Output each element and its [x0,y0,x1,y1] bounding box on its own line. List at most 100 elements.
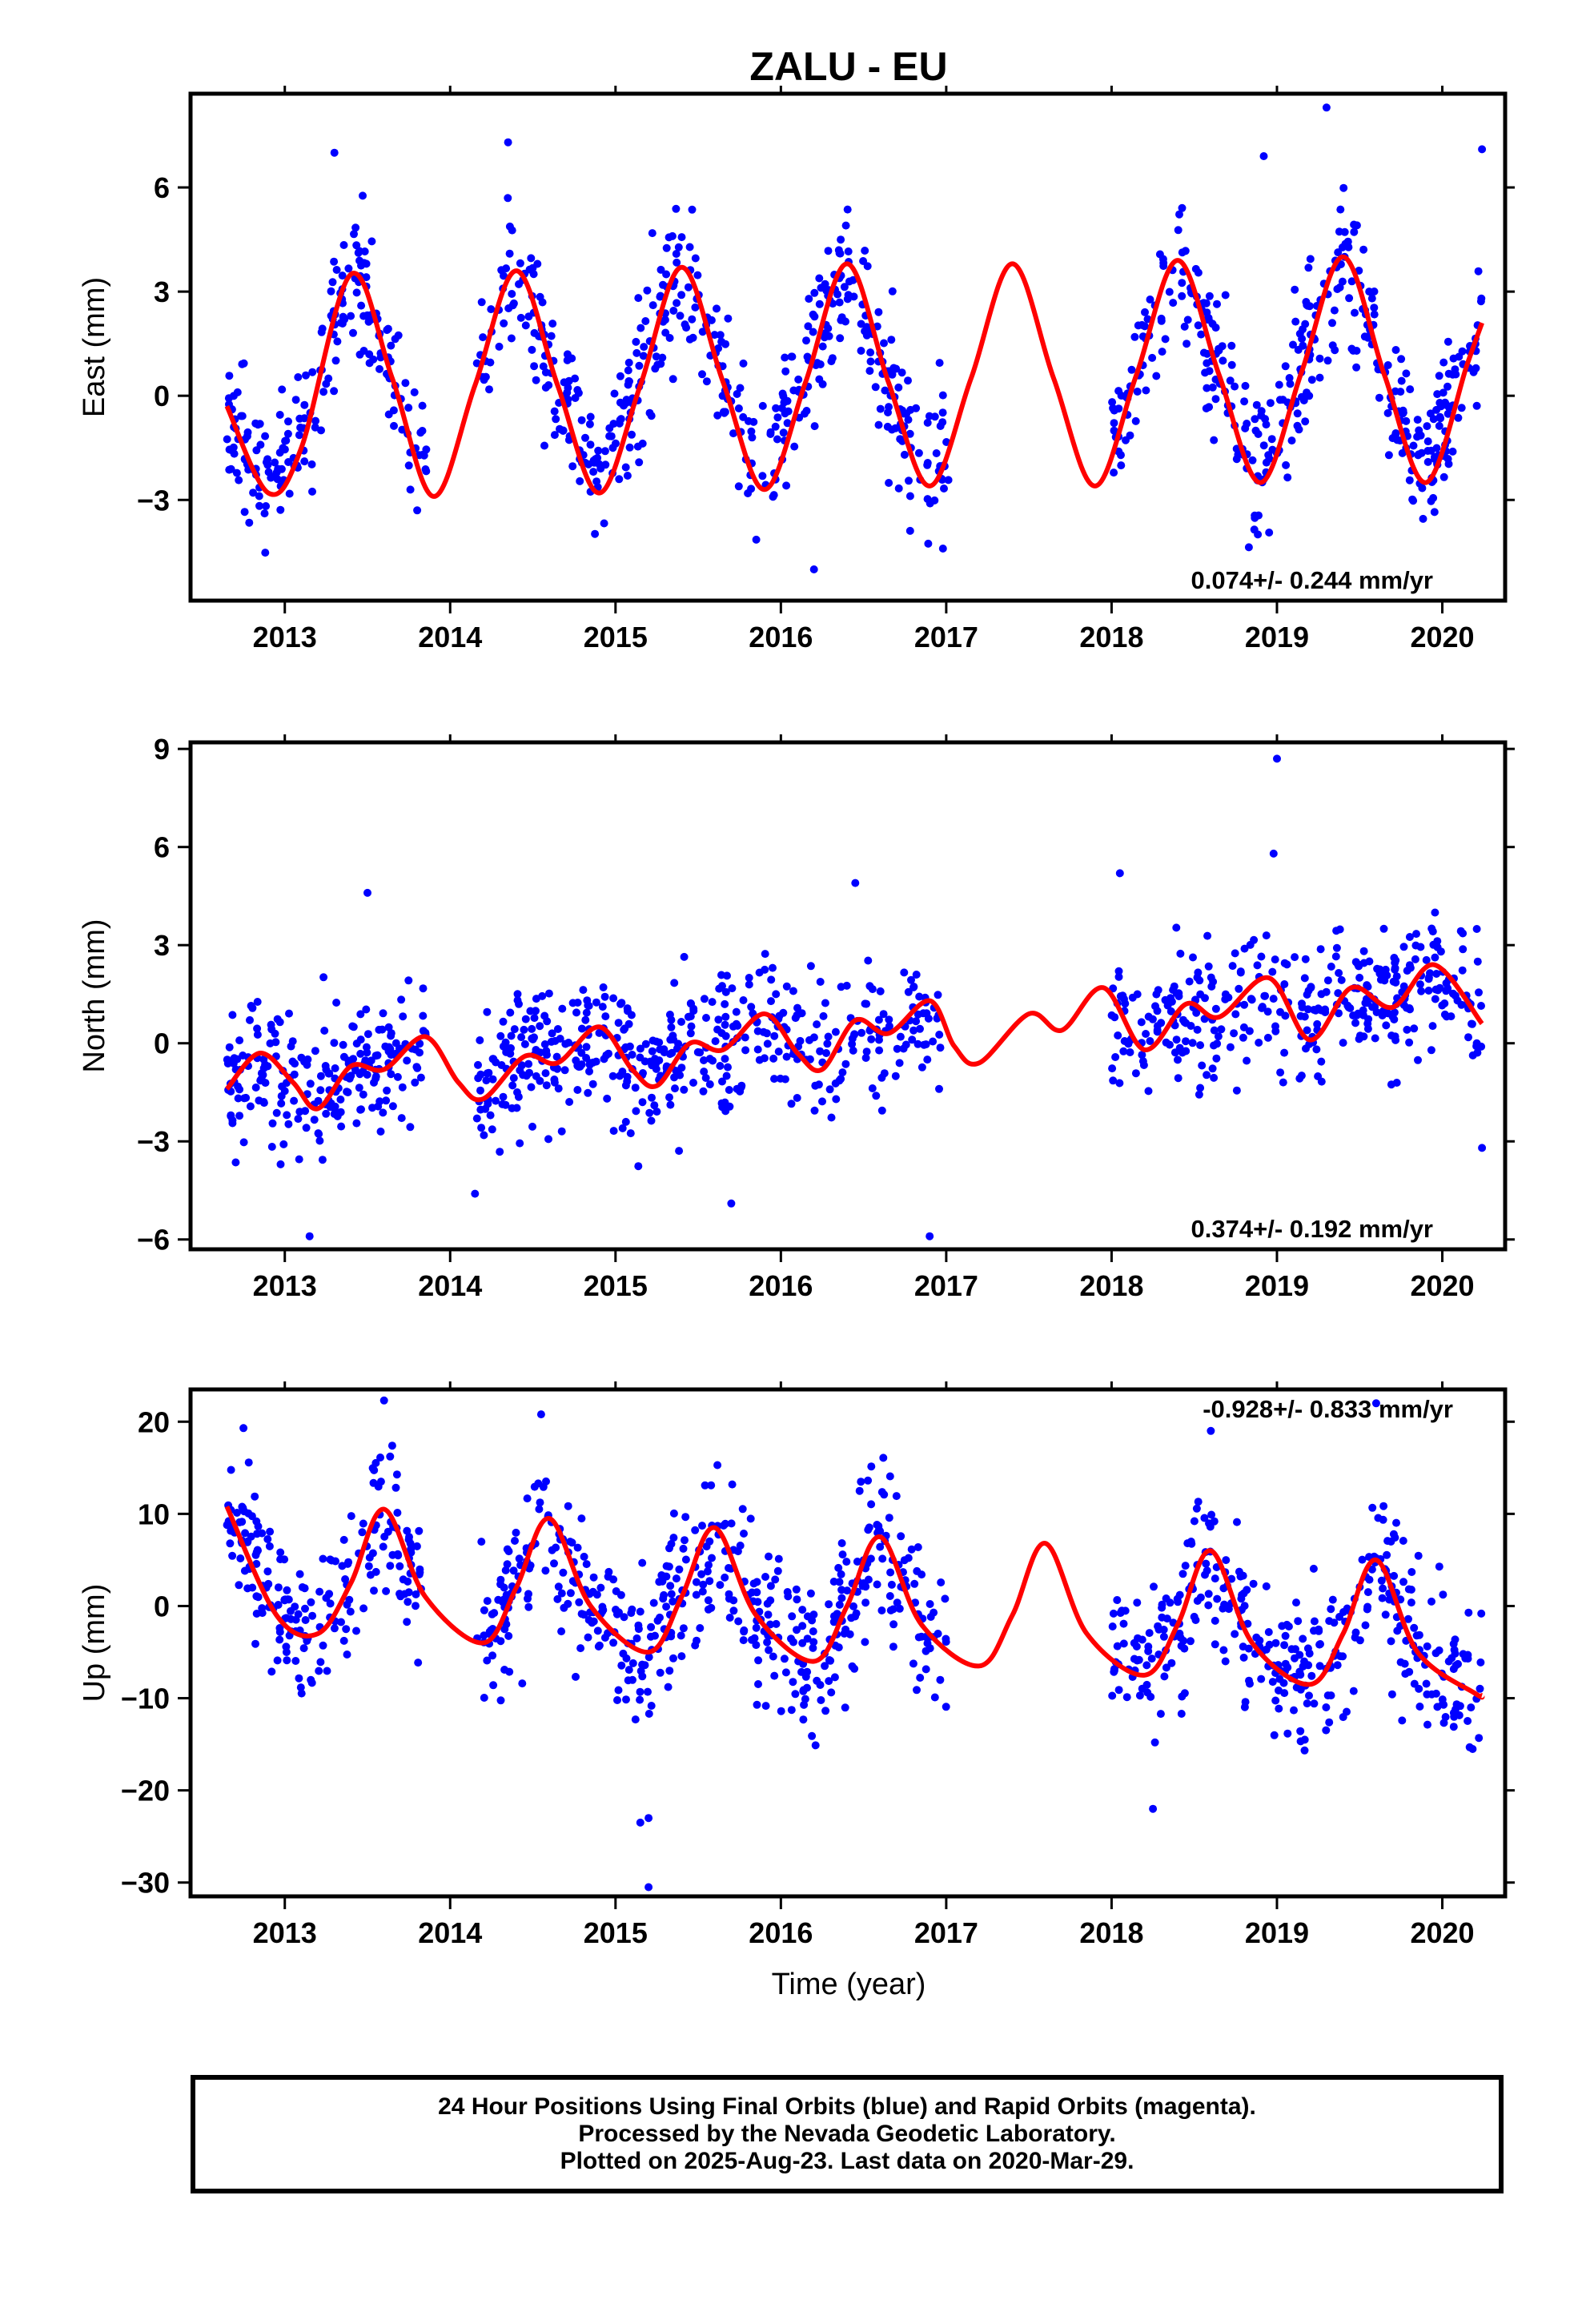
data-point [656,265,665,274]
data-point [265,1542,274,1550]
data-point [885,479,893,487]
data-point [1392,1518,1400,1527]
data-point [341,1575,350,1583]
data-point [584,1088,592,1097]
data-point [1172,1035,1181,1044]
data-point [816,1047,825,1055]
data-point [1247,995,1256,1004]
data-point [547,1037,556,1046]
data-point [1233,1518,1241,1526]
data-point [671,1084,679,1093]
data-point [1262,458,1271,467]
data-point [628,1605,636,1614]
data-point [748,433,757,442]
data-point [345,1074,354,1083]
data-point [271,1029,279,1038]
data-point [923,460,932,469]
data-point [1409,441,1418,450]
outlier-point [1478,1144,1487,1152]
data-point [752,1641,761,1650]
data-point [393,1550,402,1558]
data-point [592,477,601,486]
data-point [1402,416,1411,425]
data-point [809,1610,818,1619]
data-point [636,1607,644,1616]
x-tick-label: 2013 [253,621,317,653]
data-point [585,420,594,428]
data-point [1406,385,1415,394]
data-point [244,1458,253,1467]
data-point [624,1676,632,1685]
data-point [616,999,624,1008]
data-point [1341,239,1350,248]
data-point [1436,414,1445,423]
data-point [314,1096,323,1105]
data-point [1150,1582,1158,1591]
data-point [1207,1510,1216,1519]
data-point [1328,1595,1337,1604]
data-point [392,1470,401,1479]
data-point [874,1015,883,1024]
data-point [893,1598,901,1607]
data-point [505,1667,514,1676]
data-points [223,1396,1486,1892]
data-point [276,1160,285,1168]
data-point [355,350,364,359]
data-point [1423,457,1432,466]
data-point [581,1015,590,1024]
data-point [1202,404,1211,412]
data-point [798,1622,807,1630]
data-point [736,1542,745,1550]
data-point [660,1048,669,1057]
data-point [262,458,271,467]
data-point [585,1067,593,1076]
data-point [315,1667,323,1675]
data-point [1131,1069,1140,1078]
data-point [876,404,885,413]
data-point [404,461,413,470]
data-point [540,441,548,450]
data-point [331,1102,339,1111]
data-point [356,1049,365,1058]
data-point [701,1074,710,1082]
data-point [1178,292,1186,300]
data-point [1310,1006,1319,1014]
data-point [333,1112,342,1120]
data-point [363,1030,372,1039]
data-point [577,1514,586,1523]
data-point [387,341,396,350]
data-point [1410,1024,1419,1033]
data-point [1251,415,1259,424]
data-point [669,1534,678,1542]
data-point [1414,1055,1422,1064]
data-point [301,1107,310,1116]
data-point [1304,263,1313,272]
data-point [508,1081,517,1090]
data-point [624,380,632,389]
data-point [588,1587,597,1596]
data-point [864,1476,873,1485]
data-point [252,446,261,455]
data-point [291,1602,299,1611]
data-point [857,347,865,355]
outlier-point [851,879,860,887]
data-point [623,472,632,480]
data-point [909,1659,917,1668]
data-point [359,1519,367,1528]
data-point [554,1582,563,1591]
data-point [1303,1005,1312,1014]
data-point [873,1580,881,1589]
data-point [508,290,516,298]
data-point [769,1054,778,1063]
data-point [773,435,781,444]
data-point [1359,947,1368,955]
data-point [1180,1689,1189,1698]
data-point [1167,997,1176,1006]
data-point [1358,1555,1367,1564]
data-point [855,1486,864,1495]
data-point [544,1135,552,1144]
data-point [1439,1590,1447,1599]
data-point [1315,1662,1324,1671]
data-point [1458,347,1467,356]
data-point [616,398,624,407]
